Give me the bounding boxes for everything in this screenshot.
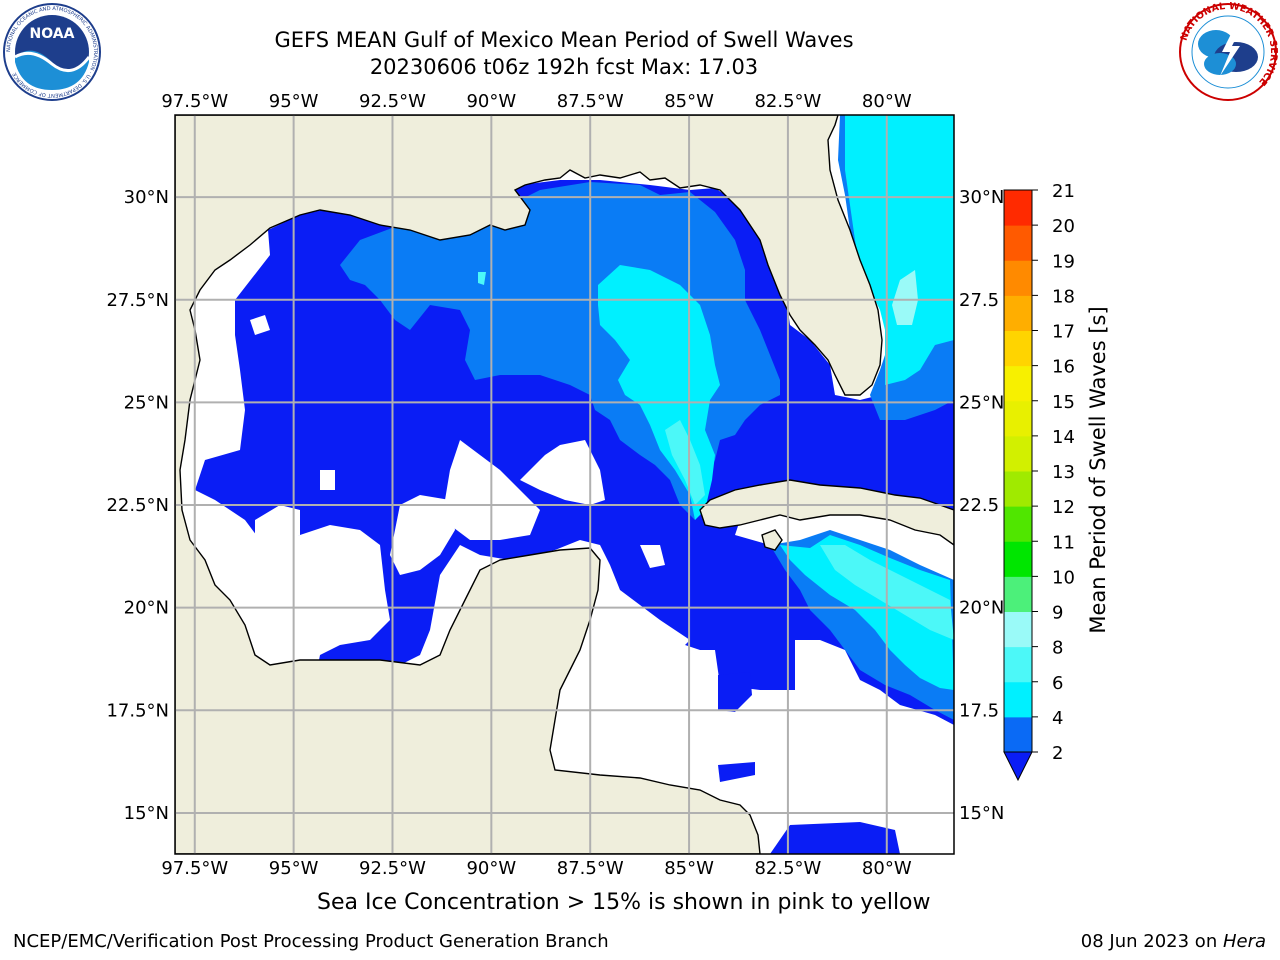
colorbar-segment bbox=[1004, 681, 1032, 718]
colorbar-tick-label: 14 bbox=[1052, 427, 1075, 448]
colorbar-segment bbox=[1004, 576, 1032, 612]
colorbar-segment bbox=[1004, 225, 1032, 261]
colorbar-segment bbox=[1004, 716, 1032, 753]
colorbar-tick-label: 10 bbox=[1052, 567, 1075, 588]
footer-credit: NCEP/EMC/Verification Post Processing Pr… bbox=[13, 931, 609, 952]
lon-label-bottom: 90°W bbox=[466, 858, 516, 879]
lon-label-top: 82.5°W bbox=[754, 91, 821, 112]
lon-labels-top: 97.5°W 95°W 92.5°W 90°W 87.5°W 85°W 82.5°W 80°W bbox=[161, 91, 912, 112]
colorbar-tick-label: 16 bbox=[1052, 357, 1075, 378]
lon-labels-bottom: 97.5°W 95°W 92.5°W 90°W 87.5°W 85°W 82.5°W 80°W bbox=[161, 858, 912, 879]
lat-label-right: 22.5 bbox=[959, 495, 999, 516]
colorbar-tick-label: 17 bbox=[1052, 322, 1075, 343]
colorbar-tick-label: 21 bbox=[1052, 181, 1075, 202]
colorbar-segment bbox=[1004, 471, 1032, 507]
colorbar-tick-label: 13 bbox=[1052, 462, 1075, 483]
lon-label-top: 87.5°W bbox=[557, 91, 624, 112]
lat-label-left: 27.5°N bbox=[106, 290, 169, 311]
colorbar-segment bbox=[1004, 330, 1032, 367]
land bbox=[175, 115, 954, 854]
colorbar: 2 4 6 8 9 10 11 12 13 14 15 16 17 18 19 20 21 Mean Perio… bbox=[1003, 181, 1110, 782]
lat-label-right: 20°N bbox=[959, 598, 1004, 619]
noaa-logo: NOAA NATIONAL OCEANIC AND ATMOSPHERIC AD… bbox=[3, 3, 101, 101]
swell-field-2-4-south bbox=[770, 822, 900, 854]
lon-label-top: 92.5°W bbox=[359, 91, 426, 112]
footer-date: 08 Jun 2023 on Hera bbox=[1081, 931, 1266, 952]
footer-machine: Hera bbox=[1222, 931, 1266, 952]
colorbar-segment bbox=[1004, 190, 1032, 226]
map-frame bbox=[174, 114, 955, 855]
lat-label-right: 27.5 bbox=[959, 290, 999, 311]
colorbar-segment bbox=[1004, 435, 1032, 472]
lon-label-top: 90°W bbox=[466, 91, 516, 112]
nws-logo: NATIONAL WEATHER SERVICE bbox=[1179, 2, 1278, 101]
lat-labels-left: 30°N 27.5°N 25°N 22.5°N 20°N 17.5°N 15°N bbox=[106, 187, 169, 824]
colorbar-segment bbox=[1004, 260, 1032, 296]
colorbar-tick-label: 20 bbox=[1052, 216, 1075, 237]
colorbar-tick-label: 8 bbox=[1052, 638, 1063, 659]
colorbar-tick-label: 4 bbox=[1052, 708, 1063, 729]
lat-label-left: 22.5°N bbox=[106, 495, 169, 516]
lon-label-bottom: 85°W bbox=[664, 858, 714, 879]
lon-label-bottom: 80°W bbox=[862, 858, 912, 879]
lon-label-top: 97.5°W bbox=[161, 91, 228, 112]
colorbar-segment bbox=[1004, 365, 1032, 402]
colorbar-tick-label: 6 bbox=[1052, 673, 1063, 694]
sea-ice-note: Sea Ice Concentration > 15% is shown in … bbox=[317, 890, 931, 915]
lat-label-left: 15°N bbox=[124, 803, 169, 824]
lon-label-top: 80°W bbox=[862, 91, 912, 112]
colorbar-tick-label: 15 bbox=[1052, 392, 1075, 413]
colorbar-segment bbox=[1004, 646, 1032, 683]
colorbar-segment bbox=[1004, 400, 1032, 437]
colorbar-tick-label: 19 bbox=[1052, 251, 1075, 272]
lat-label-left: 25°N bbox=[124, 392, 169, 413]
lon-label-bottom: 87.5°W bbox=[557, 858, 624, 879]
colorbar-label: Mean Period of Swell Waves [s] bbox=[1086, 306, 1110, 633]
lon-label-top: 85°W bbox=[664, 91, 714, 112]
colorbar-extend-triangle bbox=[1003, 751, 1033, 782]
map-subtitle: 20230606 t06z 192h fcst Max: 17.03 bbox=[369, 55, 759, 79]
lon-label-bottom: 95°W bbox=[269, 858, 319, 879]
colorbar-segment bbox=[1004, 541, 1032, 577]
colorbar-segment bbox=[1004, 611, 1032, 648]
land-cuba bbox=[699, 479, 954, 546]
lat-label-left: 20°N bbox=[124, 598, 169, 619]
colorbar-segment bbox=[1004, 295, 1032, 331]
lat-label-left: 30°N bbox=[124, 187, 169, 208]
lat-label-left: 17.5°N bbox=[106, 700, 169, 721]
colorbar-tick-label: 12 bbox=[1052, 497, 1075, 518]
noaa-logo-text: NOAA bbox=[30, 26, 75, 42]
lat-label-right: 25°N bbox=[959, 392, 1004, 413]
footer-date-text: 08 Jun 2023 on bbox=[1080, 931, 1223, 952]
lon-label-bottom: 82.5°W bbox=[754, 858, 821, 879]
lat-label-right: 30°N bbox=[959, 187, 1004, 208]
lon-label-bottom: 97.5°W bbox=[161, 858, 228, 879]
colorbar-segment bbox=[1004, 506, 1032, 542]
map-title: GEFS MEAN Gulf of Mexico Mean Period of … bbox=[274, 28, 854, 52]
colorbar-tick-label: 2 bbox=[1052, 743, 1063, 764]
land-north-america bbox=[175, 115, 883, 854]
lat-labels-right: 30°N 27.5 25°N 22.5 20°N 17.5 15°N bbox=[959, 187, 1004, 824]
lat-label-right: 15°N bbox=[959, 803, 1004, 824]
lon-label-bottom: 92.5°W bbox=[359, 858, 426, 879]
lon-label-top: 95°W bbox=[269, 91, 319, 112]
land-isle-of-youth bbox=[761, 529, 783, 551]
map-gridlines bbox=[175, 115, 954, 854]
colorbar-tick-label: 9 bbox=[1052, 603, 1063, 624]
colorbar-tick-label: 18 bbox=[1052, 286, 1075, 307]
colorbar-tick-label: 11 bbox=[1052, 532, 1075, 553]
lat-label-right: 17.5 bbox=[959, 700, 999, 721]
